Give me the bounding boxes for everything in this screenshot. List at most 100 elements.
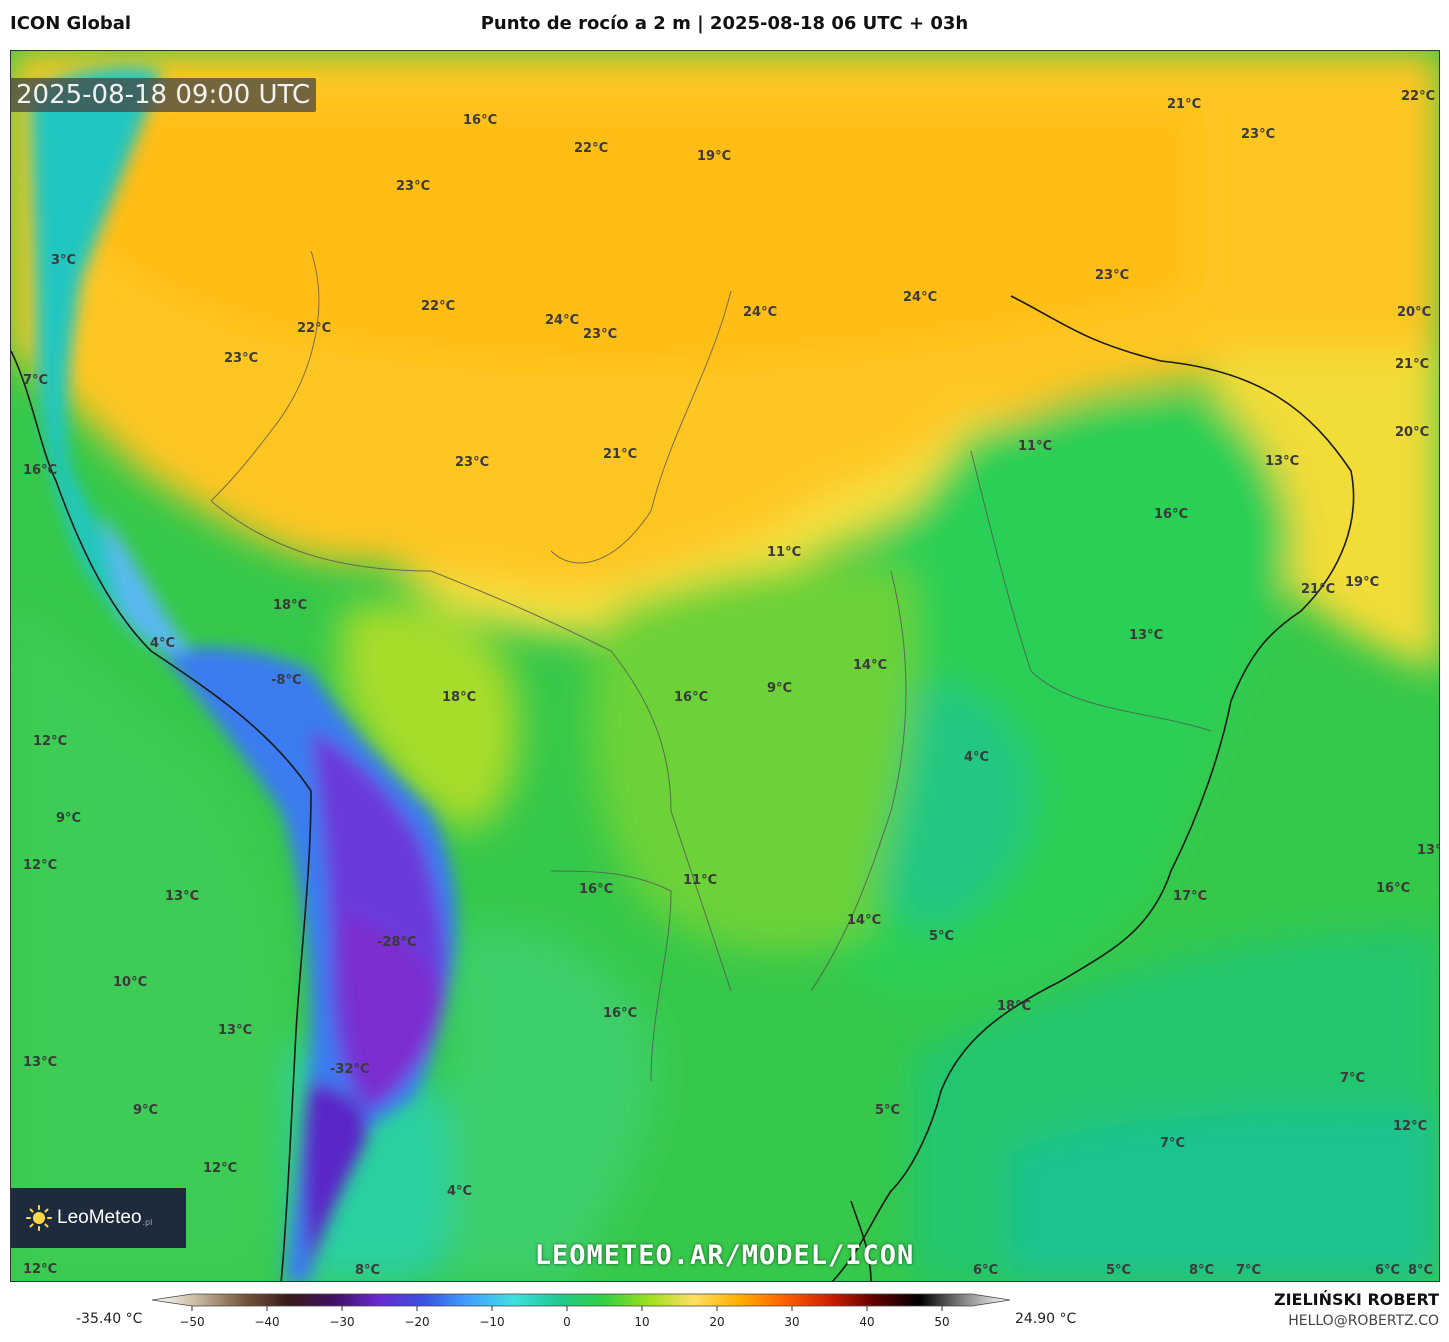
temperature-label: 12°C	[203, 1161, 237, 1176]
site-watermark: LEOMETEO.AR/MODEL/ICON	[534, 1240, 915, 1271]
temperature-label: 6°C	[1375, 1263, 1400, 1278]
temperature-label: 22°C	[1401, 89, 1435, 104]
temperature-label: 5°C	[875, 1103, 900, 1118]
colorbar-tick-label: −40	[254, 1315, 279, 1329]
colorbar-tick-label: 50	[934, 1315, 949, 1329]
temperature-label: 19°C	[1345, 575, 1379, 590]
temperature-label: 9°C	[56, 811, 81, 826]
temperature-label: 21°C	[603, 447, 637, 462]
temperature-label: 21°C	[1167, 97, 1201, 112]
logo-brand: LeoMeteo	[57, 1207, 142, 1228]
temperature-label: 13°C	[165, 889, 199, 904]
colorbar-tick-label: −30	[329, 1315, 354, 1329]
temperature-label: 18°C	[273, 598, 307, 613]
temperature-label: 11°C	[683, 873, 717, 888]
logo-tld: .pl	[142, 1217, 153, 1227]
temperature-label: 24°C	[545, 313, 579, 328]
temperature-label: 12°C	[23, 858, 57, 873]
colorbar-tick-label: 0	[563, 1315, 571, 1329]
temperature-label: 4°C	[150, 636, 175, 651]
chart-title: Punto de rocío a 2 m | 2025-08-18 06 UTC…	[480, 13, 969, 34]
temperature-label: 23°C	[583, 327, 617, 342]
colorbar-min-label: -35.40 °C	[76, 1311, 143, 1327]
coastlines	[11, 295, 1355, 1281]
temperature-label: 23°C	[396, 179, 430, 194]
colorbar-tick-label: 40	[859, 1315, 874, 1329]
temperature-label: 23°C	[1095, 268, 1129, 283]
temperature-label: 9°C	[133, 1103, 158, 1118]
colorbar-tick-label: −50	[179, 1315, 204, 1329]
colorbar-tick-label: 10	[634, 1315, 649, 1329]
temperature-label: 17°C	[1173, 889, 1207, 904]
author-name: ZIELIŃSKI ROBERT	[1273, 1290, 1439, 1309]
temperature-label: 7°C	[1236, 1263, 1261, 1278]
temperature-label: 18°C	[997, 999, 1031, 1014]
temperature-label: 4°C	[447, 1184, 472, 1199]
temperature-label: 22°C	[421, 299, 455, 314]
temperature-label: 12°C	[1393, 1119, 1427, 1134]
state-borders	[210, 250, 1212, 1082]
temperature-label: -28°C	[377, 935, 417, 950]
temperature-label: 21°C	[1395, 357, 1429, 372]
temperature-label: 24°C	[743, 305, 777, 320]
temperature-label: 5°C	[929, 929, 954, 944]
temperature-label: 18°C	[442, 690, 476, 705]
temperature-label: 13°C	[23, 1055, 57, 1070]
temperature-label: 16°C	[579, 882, 613, 897]
temperature-label: 6°C	[973, 1263, 998, 1278]
temperature-label: 16°C	[463, 113, 497, 128]
temperature-label: 13°C	[1129, 628, 1163, 643]
header: ICON Global Punto de rocío a 2 m | 2025-…	[0, 0, 1449, 50]
temperature-label: 8°C	[355, 1263, 380, 1278]
temperature-label: 8°C	[1408, 1263, 1433, 1278]
temperature-label: 16°C	[1154, 507, 1188, 522]
temperature-label: 24°C	[903, 290, 937, 305]
temperature-label: 13°C	[1265, 454, 1299, 469]
temperature-label: 7°C	[23, 373, 48, 388]
temperature-label: 20°C	[1397, 305, 1431, 320]
author-email: HELLO@ROBERTZ.CO	[1288, 1313, 1439, 1329]
temperature-label: 23°C	[1241, 127, 1275, 142]
temperature-label: 16°C	[23, 463, 57, 478]
temperature-label: 23°C	[224, 351, 258, 366]
temperature-label: 7°C	[1160, 1136, 1185, 1151]
temperature-label: 13°C	[218, 1023, 252, 1038]
temperature-label: 22°C	[297, 321, 331, 336]
colorbar-tick-label: 30	[784, 1315, 799, 1329]
temperature-label: 16°C	[674, 690, 708, 705]
valid-time-badge: 2025-08-18 09:00 UTC	[10, 78, 317, 112]
map-labels: 16°C 22°C 19°C 21°C 23°C 22°C 23°C 3°C 23°C 22°C 2…	[23, 89, 1440, 1278]
colorbar-scale: −50 −40 −30 −20 −10 0 10 20 30 40 50	[151, 1293, 1011, 1329]
temperature-label: 12°C	[33, 734, 67, 749]
temperature-label: 16°C	[1376, 881, 1410, 896]
temperature-label: 20°C	[1395, 425, 1429, 440]
leometeo-logo: LeoMeteo .pl	[11, 1188, 186, 1248]
temperature-label: 12°C	[23, 1262, 57, 1277]
temperature-label: 8°C	[1189, 1263, 1214, 1278]
temperature-label: 14°C	[847, 913, 881, 928]
temperature-label: 21°C	[1301, 582, 1335, 597]
colorbar-max-label: 24.90 °C	[1015, 1311, 1077, 1327]
temperature-label: 13°C	[1417, 843, 1440, 858]
temperature-label: -32°C	[330, 1062, 370, 1077]
map-panel: 16°C 22°C 19°C 21°C 23°C 22°C 23°C 3°C 23°C 22°C 2…	[10, 50, 1440, 1282]
temperature-label: 16°C	[603, 1006, 637, 1021]
temperature-label: 19°C	[697, 149, 731, 164]
temperature-label: 7°C	[1340, 1071, 1365, 1086]
temperature-label: -8°C	[271, 673, 301, 688]
sun-icon	[26, 1205, 52, 1231]
temperature-label: 14°C	[853, 658, 887, 673]
temperature-label: 3°C	[51, 253, 76, 268]
temperature-label: 4°C	[964, 750, 989, 765]
model-name: ICON Global	[10, 13, 132, 34]
temperature-label: 9°C	[767, 681, 792, 696]
colorbar-tick-label: −10	[479, 1315, 504, 1329]
dewpoint-map: 16°C 22°C 19°C 21°C 23°C 22°C 23°C 3°C 23°C 22°C 2…	[11, 51, 1440, 1281]
colorbar-tick-label: −20	[404, 1315, 429, 1329]
temperature-label: 23°C	[455, 455, 489, 470]
temperature-label: 5°C	[1106, 1263, 1131, 1278]
temperature-label: 22°C	[574, 141, 608, 156]
temperature-label: 10°C	[113, 975, 147, 990]
temperature-label: 11°C	[1018, 439, 1052, 454]
temperature-label: 11°C	[767, 545, 801, 560]
